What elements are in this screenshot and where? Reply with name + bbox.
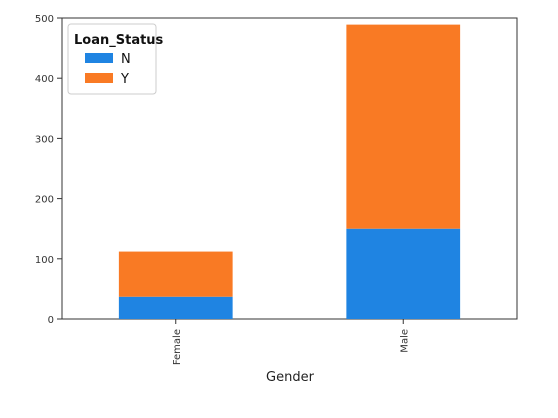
y-tick-label-100: 100: [35, 255, 54, 266]
plot-frame: [61, 17, 518, 320]
y-tick-label-500: 500: [35, 14, 54, 25]
bar-female-y: [118, 251, 233, 297]
legend: Loan_Status N Y: [67, 23, 164, 95]
bar-male-n: [346, 228, 461, 319]
y-tick-label-300: 300: [35, 134, 54, 145]
y-tick-label-0: 0: [48, 315, 54, 326]
x-axis-label: Gender: [266, 370, 315, 385]
bar-male-y: [346, 24, 461, 229]
bar-female-n: [118, 296, 233, 319]
y-axis: 0 100 200 300 400 500: [35, 14, 62, 326]
legend-swatch-n: [85, 53, 113, 63]
legend-label-y: Y: [120, 72, 129, 87]
legend-label-n: N: [121, 52, 131, 67]
x-tick-label-female: Female: [172, 329, 183, 365]
y-tick-label-400: 400: [35, 74, 54, 85]
legend-title: Loan_Status: [74, 33, 164, 48]
x-axis: Female Male: [172, 319, 410, 365]
bars-layer: [118, 24, 461, 319]
legend-swatch-y: [85, 73, 113, 83]
x-tick-label-male: Male: [399, 329, 410, 353]
y-tick-label-200: 200: [35, 195, 54, 206]
